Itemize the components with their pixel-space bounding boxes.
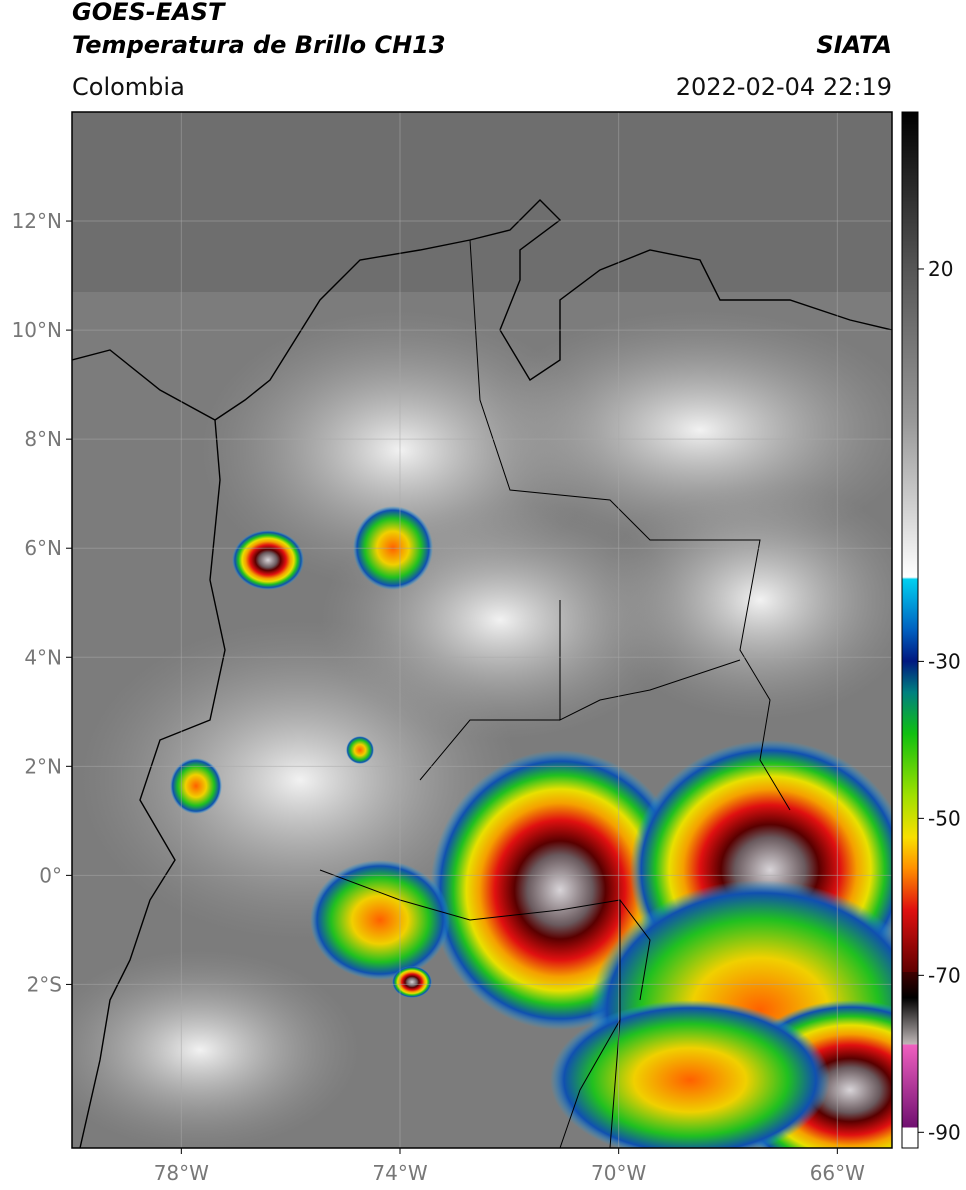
lon-tick-label: 78°W [154,1161,209,1185]
region: Colombia [72,73,185,101]
datetime: 2022-02-04 22:19 [676,73,892,101]
source: SIATA [816,31,892,59]
lon-tick-label: 74°W [372,1161,427,1185]
colorbar-tick-label: -70 [928,963,961,987]
lat-tick-label: 2°N [24,754,62,778]
lat-tick-label: 10°N [12,318,62,342]
colorbar-tick-label: 20 [928,257,953,281]
subtitle: Temperatura de Brillo CH13 [72,31,446,59]
title: GOES-EAST [72,0,226,26]
colorbar-tick-label: -90 [928,1120,961,1144]
lon-tick-label: 70°W [591,1161,646,1185]
colorbar [901,111,919,1149]
lat-tick-label: 8°N [24,427,62,451]
colorbar-tick-label: -30 [928,649,961,673]
graticule [72,112,892,1148]
lat-tick-label: 6°N [24,536,62,560]
lat-tick-label: 0° [39,863,62,887]
lat-tick-label: 2°S [27,972,62,996]
lon-tick-label: 66°W [810,1161,865,1185]
lat-tick-label: 4°N [24,645,62,669]
map-frame [71,111,893,1149]
lat-tick-label: 12°N [12,209,62,233]
map-image [72,112,892,1148]
colorbar-tick-label: -50 [928,806,961,830]
